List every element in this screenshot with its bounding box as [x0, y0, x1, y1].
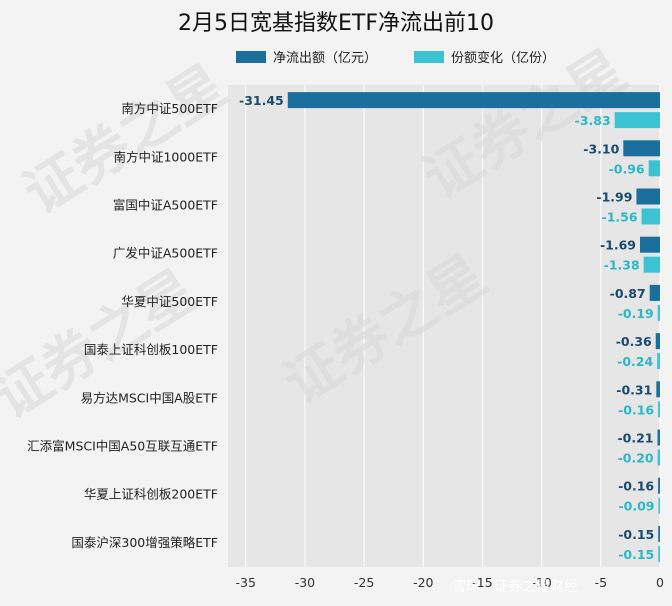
value-labels: -31.45 -3.83 -3.10 -0.96 -1.99 -1.56 -1.69 -1.3… — [239, 93, 654, 562]
category-label: 广发中证A500ETF — [113, 246, 218, 261]
category-label: 国泰沪深300增强策略ETF — [71, 535, 218, 550]
bar-outflow — [658, 477, 660, 494]
bar-share-change — [643, 256, 660, 273]
data-label: -3.83 — [575, 113, 611, 128]
x-tick-label: -15 — [472, 575, 492, 590]
bar-share-change — [657, 353, 660, 370]
data-label: -1.69 — [600, 238, 636, 253]
data-label: -0.09 — [618, 499, 654, 514]
category-label: 华夏中证500ETF — [121, 294, 218, 309]
bar-outflow — [623, 140, 660, 157]
data-label: -0.19 — [618, 306, 654, 321]
x-tick-label: -20 — [413, 575, 433, 590]
bar-outflow — [287, 92, 660, 109]
watermark-footer: 雪球：证券之星财经 — [452, 579, 578, 595]
data-label: -0.24 — [617, 354, 653, 369]
x-tick-label: -35 — [236, 575, 256, 590]
data-label: -0.31 — [616, 382, 652, 397]
bar-outflow — [639, 236, 660, 253]
bar-share-change — [657, 449, 660, 466]
category-label: 易方达MSCI中国A股ETF — [81, 390, 218, 405]
bar-outflow — [656, 381, 660, 398]
x-tick-label: -25 — [354, 575, 374, 590]
bar-outflow — [658, 525, 660, 542]
data-label: -0.20 — [618, 451, 654, 466]
data-label: -0.21 — [617, 431, 653, 446]
bar-share-change — [648, 160, 660, 177]
data-label: -3.10 — [583, 141, 619, 156]
category-label: 国泰上证科创板100ETF — [84, 342, 218, 357]
plot-area — [228, 85, 660, 567]
bar-share-change — [658, 497, 660, 514]
data-label: -0.15 — [618, 527, 654, 542]
data-label: -1.56 — [602, 210, 638, 225]
legend-label-outflow: 净流出额（亿元） — [273, 51, 377, 66]
data-label: -0.36 — [616, 334, 652, 349]
x-tick-label: -10 — [531, 575, 551, 590]
data-label: -0.16 — [618, 402, 654, 417]
bar-outflow — [657, 429, 660, 446]
bar-share-change — [657, 304, 660, 321]
data-label: -31.45 — [239, 93, 284, 108]
x-tick-label: -30 — [295, 575, 315, 590]
bar-share-change — [658, 401, 660, 418]
legend-swatch-outflow — [236, 51, 266, 63]
data-label: -0.87 — [610, 286, 646, 301]
bar-share-change — [614, 112, 660, 129]
data-label: -0.16 — [618, 479, 654, 494]
data-label: -1.38 — [604, 258, 640, 273]
category-labels: 南方中证500ETF 南方中证1000ETF 富国中证A500ETF 广发中证A500… — [27, 101, 218, 550]
data-label: -1.99 — [596, 190, 632, 205]
category-label: 南方中证500ETF — [121, 101, 218, 116]
chart-title: 2月5日宽基指数ETF净流出前10 — [178, 11, 494, 36]
bar-share-change — [641, 208, 660, 225]
bar-outflow — [636, 188, 660, 205]
bar-outflow — [649, 284, 660, 301]
data-label: -0.15 — [618, 547, 654, 562]
x-tick-label: -5 — [595, 575, 607, 590]
category-label: 华夏上证科创板200ETF — [84, 487, 218, 502]
category-label: 南方中证1000ETF — [113, 149, 218, 164]
bar-outflow — [655, 333, 660, 350]
bars — [287, 92, 660, 562]
bar-share-change — [658, 545, 660, 562]
category-label: 富国中证A500ETF — [113, 198, 218, 213]
legend-swatch-share-change — [414, 51, 444, 63]
legend: 净流出额（亿元） 份额变化（亿份） — [236, 50, 555, 66]
category-label: 汇添富MSCI中国A50互联互通ETF — [27, 439, 218, 454]
legend-label-share-change: 份额变化（亿份） — [451, 50, 555, 66]
x-axis-ticks: -35 -30 -25 -20 -15 -10 -5 0 — [236, 575, 664, 590]
data-label: -0.96 — [609, 161, 645, 176]
x-tick-label: 0 — [656, 575, 664, 590]
